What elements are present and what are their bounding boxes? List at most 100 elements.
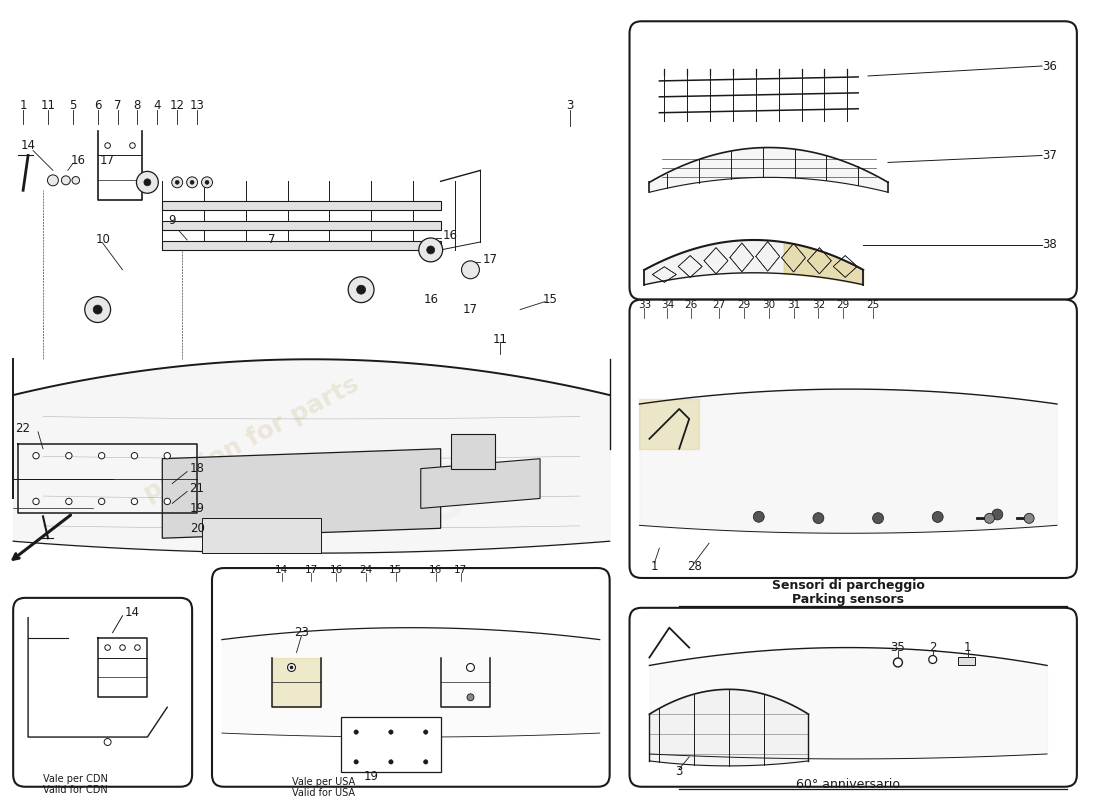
Text: Vale per CDN: Vale per CDN: [43, 774, 108, 784]
Circle shape: [290, 666, 293, 669]
Text: 16: 16: [424, 293, 438, 306]
FancyBboxPatch shape: [13, 598, 192, 786]
Polygon shape: [421, 458, 540, 508]
Circle shape: [388, 760, 393, 764]
Text: 9: 9: [168, 214, 176, 226]
Text: Vale per USA: Vale per USA: [292, 777, 354, 786]
Text: Sensori di parcheggio: Sensori di parcheggio: [772, 579, 925, 593]
Circle shape: [175, 180, 179, 184]
Circle shape: [893, 658, 902, 667]
Circle shape: [136, 171, 158, 194]
Circle shape: [134, 645, 140, 650]
Text: 17: 17: [463, 303, 478, 316]
Circle shape: [99, 498, 104, 505]
Text: 2: 2: [930, 641, 936, 654]
Bar: [202, 518, 321, 553]
Circle shape: [104, 142, 110, 148]
Text: 13: 13: [189, 99, 205, 112]
Circle shape: [872, 513, 883, 524]
Text: 5: 5: [69, 99, 77, 112]
Circle shape: [104, 738, 111, 746]
Text: 17: 17: [305, 565, 318, 575]
Text: 14: 14: [275, 565, 288, 575]
Text: 14: 14: [125, 606, 140, 619]
Text: 12: 12: [169, 99, 185, 112]
Text: 16: 16: [330, 565, 343, 575]
Polygon shape: [639, 399, 700, 449]
Text: 29: 29: [837, 299, 850, 310]
Text: 21: 21: [189, 482, 205, 495]
Text: 17: 17: [483, 254, 498, 266]
Bar: [163, 202, 441, 210]
Circle shape: [427, 246, 434, 254]
Text: 35: 35: [372, 462, 470, 535]
Text: Valid for USA: Valid for USA: [292, 788, 354, 798]
Circle shape: [356, 286, 365, 294]
Bar: [958, 657, 976, 666]
Bar: [163, 221, 441, 230]
Text: 16: 16: [429, 565, 442, 575]
Circle shape: [354, 730, 359, 734]
Text: 37: 37: [1042, 149, 1057, 162]
Circle shape: [201, 177, 212, 188]
FancyBboxPatch shape: [629, 300, 1077, 578]
Circle shape: [104, 645, 110, 650]
Text: Valid for CDN: Valid for CDN: [43, 785, 108, 794]
Bar: [163, 241, 441, 250]
Text: 16: 16: [443, 229, 458, 242]
Text: 7: 7: [268, 234, 275, 246]
Circle shape: [813, 513, 824, 523]
Text: Parking sensors: Parking sensors: [792, 594, 904, 606]
Text: 6: 6: [94, 99, 101, 112]
Text: 11: 11: [41, 99, 55, 112]
Circle shape: [130, 142, 135, 148]
Circle shape: [33, 498, 40, 505]
Text: 18: 18: [189, 462, 205, 475]
Circle shape: [754, 511, 764, 522]
Text: 8: 8: [134, 99, 141, 112]
Circle shape: [349, 277, 374, 302]
Text: 26: 26: [684, 299, 697, 310]
Polygon shape: [272, 658, 321, 707]
Circle shape: [172, 177, 183, 188]
Circle shape: [94, 305, 102, 314]
Text: 1: 1: [650, 559, 658, 573]
Circle shape: [187, 177, 198, 188]
Circle shape: [984, 514, 994, 523]
Text: 4: 4: [154, 99, 161, 112]
Circle shape: [466, 663, 474, 671]
Text: 1: 1: [964, 641, 971, 654]
Circle shape: [928, 655, 937, 663]
Circle shape: [131, 453, 138, 459]
Text: 33: 33: [638, 299, 651, 310]
Text: 31: 31: [786, 299, 800, 310]
Text: 29: 29: [737, 299, 750, 310]
Circle shape: [66, 498, 72, 505]
Text: 16: 16: [70, 154, 86, 167]
Circle shape: [462, 261, 480, 278]
Text: 14: 14: [21, 139, 35, 152]
Circle shape: [131, 498, 138, 505]
Circle shape: [164, 453, 170, 459]
Text: 32: 32: [812, 299, 825, 310]
Circle shape: [144, 179, 151, 186]
Text: 15: 15: [542, 293, 558, 306]
Text: 3: 3: [675, 766, 683, 778]
Bar: [341, 717, 441, 772]
Text: 3: 3: [566, 99, 573, 112]
Text: 25: 25: [867, 299, 880, 310]
Text: 35: 35: [891, 641, 905, 654]
Text: 15: 15: [389, 565, 403, 575]
Text: 7: 7: [113, 99, 121, 112]
Text: 17: 17: [454, 565, 467, 575]
Text: 24: 24: [360, 565, 373, 575]
Circle shape: [190, 180, 194, 184]
Circle shape: [164, 498, 170, 505]
Circle shape: [47, 175, 58, 186]
Circle shape: [66, 453, 72, 459]
Text: 34: 34: [661, 299, 674, 310]
Text: 22: 22: [15, 422, 31, 435]
Circle shape: [992, 509, 1003, 520]
Polygon shape: [163, 449, 441, 538]
Circle shape: [120, 645, 125, 650]
